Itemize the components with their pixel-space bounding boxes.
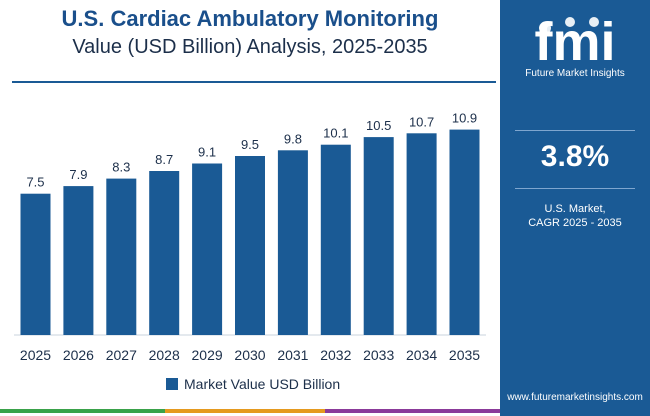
chart-title-line1: U.S. Cardiac Ambulatory Monitoring bbox=[61, 6, 439, 31]
bar-2031 bbox=[277, 150, 308, 335]
sidebar-divider-mid bbox=[515, 188, 635, 189]
bar-2030 bbox=[235, 156, 265, 335]
data-label-2025: 7.5 bbox=[26, 175, 44, 190]
bar-2035 bbox=[449, 129, 480, 335]
footer-bar-blue bbox=[500, 409, 650, 413]
data-label-2029: 9.1 bbox=[198, 145, 216, 160]
x-tick-2034: 2034 bbox=[406, 347, 437, 363]
sidebar-panel: fmi Future Market Insights 3.8% U.S. Mar… bbox=[500, 0, 650, 416]
bar-2034 bbox=[406, 133, 437, 335]
data-label-2028: 8.7 bbox=[155, 152, 173, 167]
footer-bar-orange bbox=[165, 409, 325, 413]
bar-2032 bbox=[320, 144, 351, 335]
bar-chart: 7.5 2025 7.9 2026 8.3 2027 8.7 2028 9.1 2029 9.5 20… bbox=[14, 111, 486, 363]
bar-2027 bbox=[106, 178, 137, 335]
data-label-2030: 9.5 bbox=[241, 137, 259, 152]
sidebar-divider-top bbox=[515, 130, 635, 131]
bar-2033 bbox=[363, 137, 394, 335]
logo-sun-icon bbox=[565, 17, 575, 27]
x-tick-2027: 2027 bbox=[106, 347, 137, 363]
x-tick-2025: 2025 bbox=[20, 347, 51, 363]
footer-bar-purple bbox=[325, 409, 500, 413]
x-tick-2026: 2026 bbox=[63, 347, 94, 363]
chart-legend: Market Value USD Billion bbox=[166, 376, 340, 392]
x-tick-2033: 2033 bbox=[363, 347, 394, 363]
x-tick-2035: 2035 bbox=[449, 347, 480, 363]
legend-swatch bbox=[166, 378, 178, 390]
data-label-2026: 7.9 bbox=[69, 167, 87, 182]
fmi-logo: fmi bbox=[535, 12, 616, 72]
data-label-2027: 8.3 bbox=[112, 160, 130, 175]
data-label-2033: 10.5 bbox=[366, 118, 391, 133]
data-label-2035: 10.9 bbox=[452, 111, 477, 126]
data-label-2031: 9.8 bbox=[284, 131, 302, 146]
x-tick-2028: 2028 bbox=[149, 347, 180, 363]
cagr-label-line1: U.S. Market, bbox=[544, 203, 606, 215]
logo-caption: Future Market Insights bbox=[525, 68, 625, 79]
cagr-label-line2: CAGR 2025 - 2035 bbox=[528, 217, 622, 229]
x-tick-2031: 2031 bbox=[277, 347, 308, 363]
logo-globe-icon bbox=[539, 22, 551, 34]
data-label-2032: 10.1 bbox=[323, 126, 348, 141]
bar-2026 bbox=[63, 186, 94, 335]
x-tick-2030: 2030 bbox=[234, 347, 265, 363]
bar-2025 bbox=[20, 193, 51, 335]
cagr-value: 3.8% bbox=[540, 140, 610, 173]
fmi-logo-wordmark: fmi bbox=[535, 12, 616, 72]
bar-2028 bbox=[149, 171, 180, 335]
x-tick-2032: 2032 bbox=[320, 347, 351, 363]
cagr-label: U.S. Market, CAGR 2025 - 2035 bbox=[500, 202, 650, 230]
website-url[interactable]: www.futuremarketinsights.com bbox=[507, 392, 643, 403]
legend-label: Market Value USD Billion bbox=[184, 376, 341, 392]
data-label-2034: 10.7 bbox=[409, 114, 434, 129]
title-divider bbox=[12, 81, 496, 83]
x-tick-2029: 2029 bbox=[192, 347, 223, 363]
chart-title-line2: Value (USD Billion) Analysis, 2025-2035 bbox=[72, 36, 428, 58]
footer-bar-green bbox=[0, 409, 165, 413]
bar-2029 bbox=[192, 163, 223, 335]
logo-leaf-icon bbox=[589, 17, 599, 27]
